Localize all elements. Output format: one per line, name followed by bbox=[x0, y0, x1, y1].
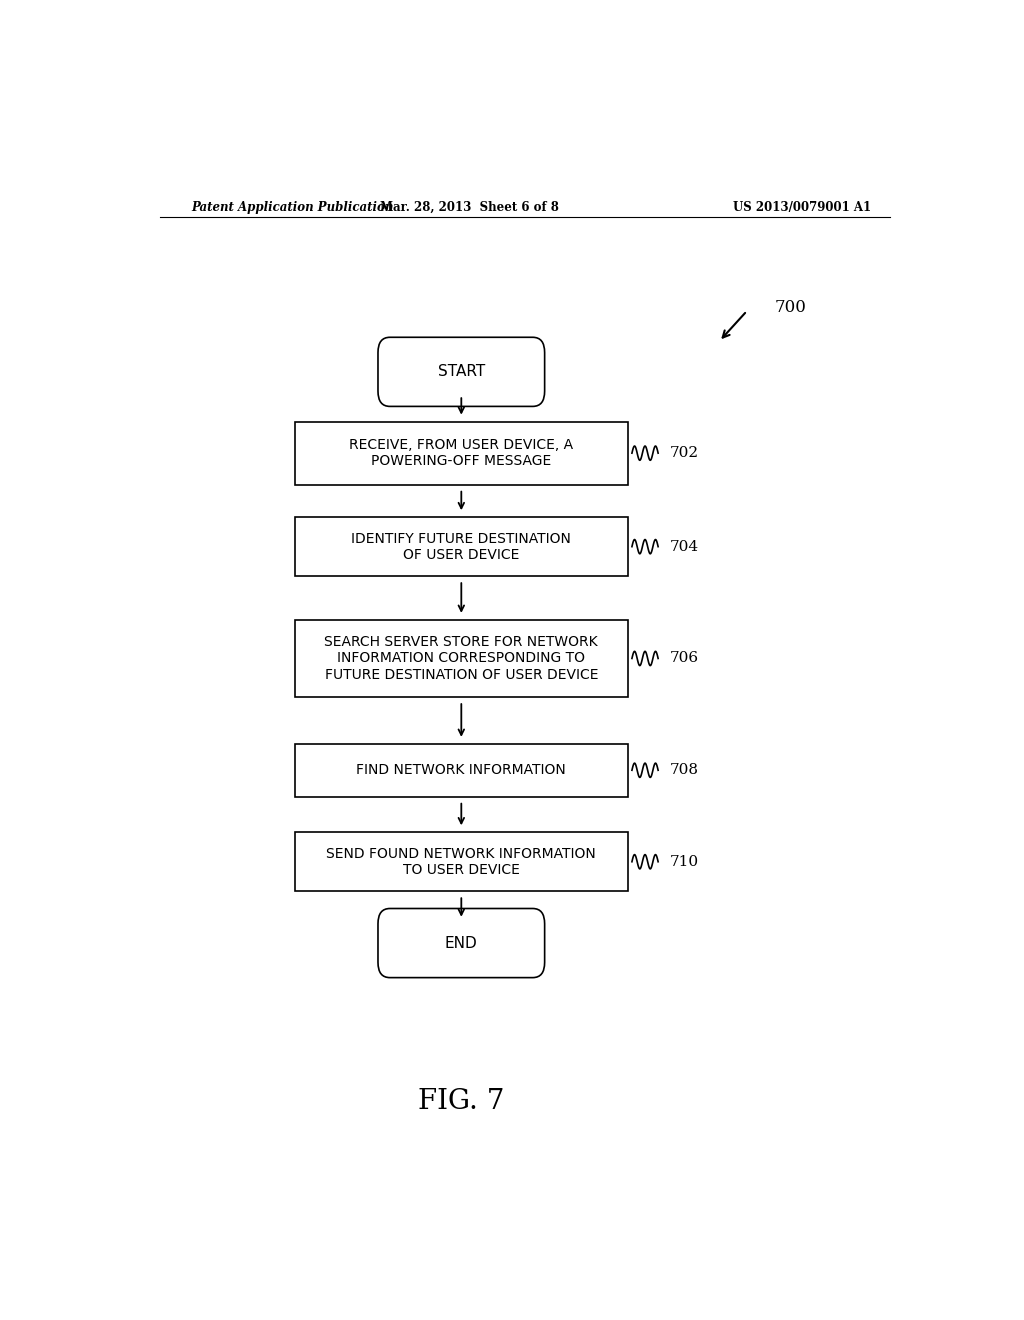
Text: Mar. 28, 2013  Sheet 6 of 8: Mar. 28, 2013 Sheet 6 of 8 bbox=[380, 201, 559, 214]
Text: SEARCH SERVER STORE FOR NETWORK
INFORMATION CORRESPONDING TO
FUTURE DESTINATION : SEARCH SERVER STORE FOR NETWORK INFORMAT… bbox=[325, 635, 598, 681]
Text: FIG. 7: FIG. 7 bbox=[418, 1088, 505, 1115]
FancyBboxPatch shape bbox=[295, 421, 628, 484]
FancyBboxPatch shape bbox=[378, 908, 545, 978]
Text: 708: 708 bbox=[670, 763, 699, 777]
Text: Patent Application Publication: Patent Application Publication bbox=[191, 201, 394, 214]
Text: US 2013/0079001 A1: US 2013/0079001 A1 bbox=[733, 201, 871, 214]
FancyBboxPatch shape bbox=[378, 338, 545, 407]
Text: 700: 700 bbox=[775, 300, 807, 317]
Text: FIND NETWORK INFORMATION: FIND NETWORK INFORMATION bbox=[356, 763, 566, 777]
Text: 702: 702 bbox=[670, 446, 699, 461]
FancyBboxPatch shape bbox=[295, 517, 628, 576]
Text: START: START bbox=[437, 364, 485, 379]
Text: END: END bbox=[445, 936, 477, 950]
Text: IDENTIFY FUTURE DESTINATION
OF USER DEVICE: IDENTIFY FUTURE DESTINATION OF USER DEVI… bbox=[351, 532, 571, 562]
Text: 710: 710 bbox=[670, 855, 699, 869]
FancyBboxPatch shape bbox=[295, 833, 628, 891]
Text: SEND FOUND NETWORK INFORMATION
TO USER DEVICE: SEND FOUND NETWORK INFORMATION TO USER D… bbox=[327, 846, 596, 876]
Text: 706: 706 bbox=[670, 652, 699, 665]
FancyBboxPatch shape bbox=[295, 744, 628, 797]
Text: 704: 704 bbox=[670, 540, 699, 553]
Text: RECEIVE, FROM USER DEVICE, A
POWERING-OFF MESSAGE: RECEIVE, FROM USER DEVICE, A POWERING-OF… bbox=[349, 438, 573, 469]
FancyBboxPatch shape bbox=[295, 620, 628, 697]
